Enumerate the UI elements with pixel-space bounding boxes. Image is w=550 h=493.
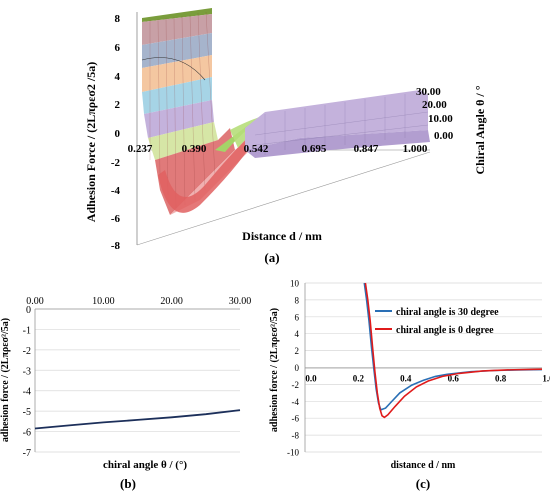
surface-mesh <box>149 11 216 209</box>
panel-c-y-tick: -8 <box>292 431 300 441</box>
panel-c-xlabel: distance d / nm <box>391 460 456 471</box>
panel-c-x-tick: 0.6 <box>448 374 460 384</box>
panel-b-label: (b) <box>120 476 136 491</box>
panel-c-x-tick: 1.0 <box>542 374 550 384</box>
panel-a-z-tick: 0.00 <box>434 130 454 142</box>
panel-c-ylabel: adhesion force / (2Lπρεσ²/5a) <box>269 308 280 432</box>
panel-a-z-tick: 30.00 <box>416 86 441 98</box>
panel-a-plateau <box>245 90 430 158</box>
panel-c-y-tick: 0 <box>295 363 300 373</box>
panel-a-depth-axis <box>136 151 431 246</box>
panel-b-y-tick: -1 <box>23 325 31 336</box>
panel-b-x-tick: 30.00 <box>229 296 252 307</box>
panel-a-y-tick: 0 <box>115 128 121 140</box>
panel-c-x-tick: 0.8 <box>495 374 507 384</box>
panel-a-y-tick: 4 <box>115 71 121 83</box>
panel-a-y-tick: 8 <box>115 13 121 25</box>
surface-band <box>142 33 212 68</box>
panel-c-x-ticks: 0.0 0.2 0.4 0.6 0.8 1.0 <box>305 374 550 384</box>
panel-b-y-ticks: 0 -1 -2 -3 -4 -5 -6 -7 <box>23 305 31 459</box>
panel-b-x-tick: 10.00 <box>92 296 115 307</box>
panel-c-y-tick: -4 <box>292 397 300 407</box>
panel-b-line-chart: 0.00 10.00 20.00 30.00 0 -1 -2 -3 -4 -5 -6 -7 adhe… <box>0 296 251 491</box>
panel-a-x-tick: 0.542 <box>244 143 269 155</box>
panel-a-surface-wall <box>141 8 250 215</box>
panel-c-y-tick: -6 <box>292 414 300 424</box>
panel-c-x-tick: 0.2 <box>353 374 365 384</box>
surface-band <box>142 14 212 45</box>
panel-b-y-tick: -2 <box>23 346 31 357</box>
legend-label-30deg: chiral angle is 30 degree <box>396 307 499 318</box>
panel-c-series-0deg <box>364 282 543 419</box>
panel-a-y-tick: 6 <box>115 42 121 54</box>
plateau-mesh <box>254 94 429 155</box>
panel-a-x-tick: 0.237 <box>128 143 153 155</box>
panel-a-z-tick: 10.00 <box>428 113 453 125</box>
surface-band <box>142 55 212 92</box>
surface-edge-line <box>141 57 206 81</box>
panel-c-y-tick: 8 <box>295 295 300 305</box>
panel-b-ylabel: adhesion force / (2Lπρεσ²/5a) <box>0 318 11 442</box>
panel-b-y-tick: 0 <box>26 305 31 316</box>
panel-b-y-tick: -7 <box>23 448 31 459</box>
panel-b-x-tick: 0.00 <box>26 296 44 307</box>
panel-b-series-line <box>34 409 241 430</box>
panel-b-gridlines <box>35 308 240 453</box>
panel-a-label: (a) <box>264 250 279 265</box>
surface-band <box>142 8 212 22</box>
panel-c-y-tick: 6 <box>295 312 300 322</box>
panel-c-y-tick: -2 <box>292 380 300 390</box>
panel-c-legend: chiral angle is 30 degree chiral angle i… <box>375 307 499 336</box>
panel-c-y-tick: 4 <box>295 329 300 339</box>
panel-c-label: (c) <box>416 476 430 491</box>
surface-band <box>245 130 430 158</box>
panel-c-x-tick: 0.0 <box>305 374 317 384</box>
panel-a-x-tick: 0.695 <box>302 143 327 155</box>
panel-a-y-tick: -4 <box>111 185 121 197</box>
panel-a-ylabel: Adhesion Force / (2Lπρεσ2 /5a) <box>84 62 98 222</box>
panel-a-x-tick: 0.847 <box>354 143 379 155</box>
panel-c-series-30deg <box>363 282 543 411</box>
surface-band <box>148 122 218 160</box>
surface-band <box>144 100 214 138</box>
panel-a-xlabel: Distance d / nm <box>242 229 322 243</box>
surface-band <box>245 90 428 150</box>
panel-b-y-tick: -6 <box>23 428 31 439</box>
legend-label-0deg: chiral angle is 0 degree <box>396 325 494 336</box>
panel-b-y-tick: -4 <box>23 387 31 398</box>
panel-a-x-tick: 1.000 <box>403 143 428 155</box>
panel-c-y-tick: -10 <box>287 448 299 458</box>
panel-a-surface-chart: 8 6 4 2 0 -2 -4 -6 -8 0.237 0.390 0.542 … <box>84 8 487 265</box>
panel-c-line-chart: 0.0 0.2 0.4 0.6 0.8 1.0 10 8 6 4 2 0 -2 -4 -6 -8 -10 ch… <box>269 279 550 492</box>
panel-a-x-tick: 0.390 <box>182 143 207 155</box>
panel-b-xlabel: chiral angle θ / (°) <box>103 459 187 471</box>
panel-c-x-tick: 0.4 <box>400 374 412 384</box>
panel-c-y-tick: 10 <box>290 279 300 289</box>
panel-b-y-tick: -5 <box>23 407 31 418</box>
panel-c-y-tick: 2 <box>295 346 300 356</box>
panel-c-y-ticks: 10 8 6 4 2 0 -2 -4 -6 -8 -10 <box>287 279 300 458</box>
panel-a-y-tick: 2 <box>115 99 121 111</box>
panel-a-y-tick: -2 <box>111 157 121 169</box>
panel-a-y-tick: -8 <box>111 240 121 252</box>
surface-band <box>142 77 212 114</box>
panel-b-x-ticks: 0.00 10.00 20.00 30.00 <box>26 296 251 307</box>
panel-a-y-tick: -6 <box>111 213 121 225</box>
panel-c-gridlines <box>305 282 542 453</box>
panel-b-y-tick: -3 <box>23 366 31 377</box>
panel-a-z-tick: 20.00 <box>422 99 447 111</box>
panel-b-x-tick: 20.00 <box>160 296 183 307</box>
panel-a-zlabel: Chiral Angle θ / ° <box>473 85 487 174</box>
